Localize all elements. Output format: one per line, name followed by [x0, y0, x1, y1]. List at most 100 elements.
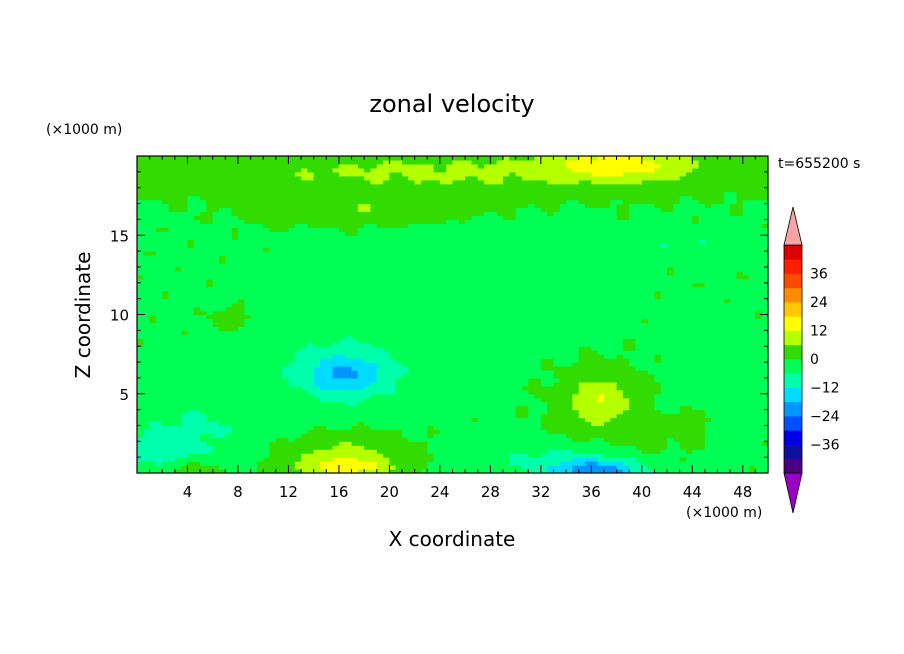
contour-cell	[370, 453, 378, 458]
contour-cell	[622, 338, 630, 343]
contour-cell	[635, 461, 643, 466]
contour-cell	[357, 350, 365, 355]
contour-cell	[383, 373, 390, 379]
contour-cell	[282, 354, 290, 359]
contour-cell	[402, 433, 409, 438]
contour-cell	[458, 286, 466, 292]
contour-cell	[250, 385, 258, 391]
contour-cell	[395, 282, 403, 288]
contour-cell	[736, 278, 744, 284]
contour-cell	[648, 310, 656, 316]
contour-cell	[402, 274, 409, 280]
contour-cell	[711, 385, 719, 391]
contour-cell	[547, 457, 555, 462]
contour-cell	[616, 385, 624, 391]
contour-cell	[256, 413, 264, 419]
contour-cell	[692, 278, 700, 284]
contour-cell	[370, 409, 378, 415]
contour-cell	[496, 381, 504, 387]
contour-cell	[458, 310, 466, 316]
contour-cell	[616, 417, 624, 423]
contour-cell	[231, 377, 239, 383]
contour-cell	[149, 330, 157, 335]
contour-cell	[641, 429, 649, 434]
contour-cell	[282, 373, 290, 379]
contour-cell	[540, 306, 548, 312]
contour-cell	[521, 350, 529, 355]
contour-cell	[263, 278, 271, 284]
contour-cell	[250, 461, 258, 466]
contour-cell	[282, 342, 290, 347]
contour-cell	[591, 290, 599, 296]
contour-cell	[578, 282, 586, 288]
contour-cell	[181, 437, 189, 442]
contour-cell	[319, 330, 327, 335]
contour-cell	[547, 389, 555, 395]
contour-cell	[402, 417, 409, 423]
contour-cell	[603, 306, 611, 312]
contour-cell	[376, 465, 384, 470]
contour-cell	[250, 346, 258, 351]
contour-cell	[250, 326, 258, 331]
contour-cell	[711, 381, 719, 387]
contour-cell	[200, 465, 208, 470]
contour-cell	[326, 461, 334, 466]
contour-cell	[370, 393, 378, 399]
contour-cell	[742, 298, 750, 304]
contour-cell	[578, 294, 586, 300]
contour-cell	[736, 421, 744, 427]
contour-cell	[212, 421, 220, 427]
contour-cell	[149, 354, 157, 359]
contour-cell	[414, 338, 422, 343]
contour-cell	[540, 381, 548, 387]
contour-cell	[357, 461, 365, 466]
contour-cell	[345, 389, 353, 395]
contour-cell	[225, 290, 233, 296]
contour-cell	[319, 377, 327, 383]
contour-cell	[162, 306, 170, 312]
contour-cell	[547, 310, 555, 316]
contour-cell	[528, 278, 536, 284]
contour-cell	[603, 373, 611, 379]
contour-cell	[269, 322, 277, 327]
contour-cell	[307, 366, 315, 371]
contour-cell	[566, 421, 573, 427]
contour-cell	[578, 354, 586, 359]
contour-cell	[427, 453, 435, 458]
contour-cell	[370, 437, 378, 442]
contour-cell	[761, 457, 768, 462]
contour-cell	[263, 274, 271, 280]
contour-cell	[370, 385, 378, 391]
contour-cell	[452, 433, 460, 438]
contour-cell	[187, 366, 195, 371]
contour-cell	[521, 373, 529, 379]
contour-cell	[237, 385, 245, 391]
contour-cell	[439, 318, 447, 324]
contour-cell	[534, 286, 542, 292]
contour-cell	[408, 409, 416, 415]
contour-cell	[301, 433, 308, 438]
contour-cell	[427, 429, 435, 434]
contour-cell	[622, 389, 630, 395]
contour-cell	[212, 453, 220, 458]
contour-cell	[641, 457, 649, 462]
contour-cell	[559, 362, 567, 367]
contour-cell	[162, 457, 170, 462]
contour-cell	[679, 381, 687, 387]
contour-cell	[559, 381, 567, 387]
contour-cell	[509, 338, 517, 343]
contour-cell	[193, 358, 201, 363]
contour-cell	[345, 461, 353, 466]
contour-cell	[162, 465, 170, 470]
contour-cell	[458, 306, 466, 312]
contour-cell	[528, 358, 536, 363]
contour-cell	[673, 417, 681, 423]
contour-cell	[149, 318, 157, 324]
contour-cell	[414, 381, 422, 387]
contour-cell	[553, 298, 561, 304]
contour-cell	[345, 441, 353, 446]
contour-cell	[698, 342, 706, 347]
contour-cell	[534, 437, 542, 442]
contour-cell	[685, 282, 693, 288]
contour-cell	[212, 393, 220, 399]
